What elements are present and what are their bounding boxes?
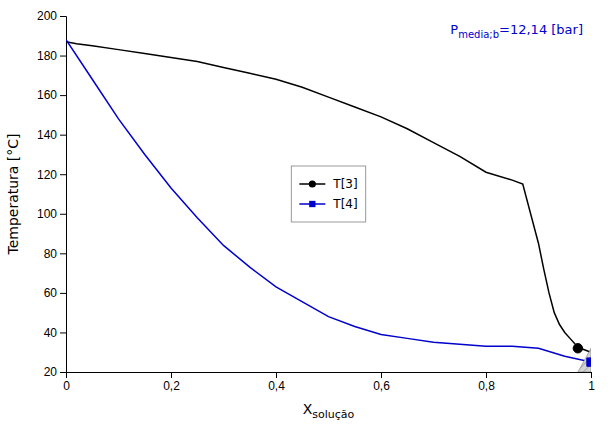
annotation-rest: =12,14 [bar] xyxy=(499,22,583,37)
y-tick: 80 xyxy=(44,247,66,261)
y-axis-line xyxy=(60,17,67,373)
x-axis-title: Xsolução xyxy=(303,401,355,421)
y-tick-label: 100 xyxy=(37,207,57,221)
y-tick-label: 20 xyxy=(44,365,58,379)
legend-label: T[4] xyxy=(332,197,357,211)
y-tick: 160 xyxy=(37,88,66,102)
y-tick-mark xyxy=(60,174,66,175)
x-tick-label: 0,2 xyxy=(163,379,180,393)
legend-marker xyxy=(309,180,316,187)
y-tick: 180 xyxy=(37,49,66,63)
y-tick-mark xyxy=(60,372,66,373)
y-tick: 140 xyxy=(37,128,66,142)
y-tick-label: 120 xyxy=(37,168,57,182)
x-tick: 0,2 xyxy=(163,372,180,393)
series-line xyxy=(66,40,591,362)
annotation-main: P xyxy=(450,22,458,37)
y-tick-mark xyxy=(60,95,66,96)
y-tick: 20 xyxy=(44,365,66,379)
x-axis-title-subscript: solução xyxy=(312,408,354,421)
x-axis-line xyxy=(67,373,592,379)
y-tick-mark xyxy=(60,56,66,57)
x-tick: 0 xyxy=(63,372,70,393)
x-tick-mark xyxy=(486,372,487,378)
y-tick-label: 40 xyxy=(44,326,58,340)
legend: T[3] T[4] xyxy=(291,166,365,222)
legend-label: T[3] xyxy=(332,177,357,191)
x-tick: 0,6 xyxy=(373,372,390,393)
x-tick-label: 1 xyxy=(588,379,595,393)
chart: 00,20,40,60,8120406080100120140160180200… xyxy=(0,0,613,426)
x-tick-label: 0,4 xyxy=(268,379,285,393)
annotation-subscript: media;b xyxy=(458,29,499,40)
x-tick-label: 0,8 xyxy=(478,379,495,393)
y-tick-mark xyxy=(60,135,66,136)
x-axis-title-main: X xyxy=(303,401,313,417)
x-tick-mark xyxy=(591,372,592,378)
y-tick-mark xyxy=(60,293,66,294)
legend-box xyxy=(291,166,365,222)
x-tick: 0,4 xyxy=(268,372,285,393)
x-tick-mark xyxy=(381,372,382,378)
series-point xyxy=(587,358,591,366)
y-axis: 20 40 60 80 100 120 140 160 180 200 xyxy=(37,9,67,379)
legend-item: T[4] xyxy=(299,197,357,211)
y-tick: 40 xyxy=(44,326,66,340)
legend-item: T[3] xyxy=(299,177,357,191)
x-tick-label: 0 xyxy=(63,379,70,393)
y-tick: 200 xyxy=(37,9,66,23)
y-tick-mark xyxy=(60,253,66,254)
series-point xyxy=(573,344,582,353)
x-tick: 0,8 xyxy=(478,372,495,393)
y-axis-title: Temperatura [°C] xyxy=(5,133,21,255)
y-tick-mark xyxy=(60,332,66,333)
y-tick-label: 180 xyxy=(37,49,57,63)
y-tick-mark xyxy=(60,214,66,215)
x-tick: 1 xyxy=(588,372,595,393)
y-tick-label: 140 xyxy=(37,128,57,142)
x-axis: 0 0,2 0,4 0,6 0,8 1 xyxy=(63,372,595,393)
legend-marker xyxy=(309,201,315,207)
series-line xyxy=(66,42,591,353)
y-tick-label: 80 xyxy=(44,247,58,261)
x-tick-mark xyxy=(276,372,277,378)
y-tick-mark xyxy=(60,16,66,17)
x-tick-mark xyxy=(171,372,172,378)
y-tick-label: 160 xyxy=(37,88,57,102)
y-tick-label: 200 xyxy=(37,9,57,23)
y-tick-label: 60 xyxy=(44,286,58,300)
y-tick: 60 xyxy=(44,286,66,300)
plot-marks xyxy=(66,40,591,372)
annotation: Pmedia;b=12,14 [bar] xyxy=(450,22,583,40)
x-tick-label: 0,6 xyxy=(373,379,390,393)
y-tick: 100 xyxy=(37,207,66,221)
y-tick: 120 xyxy=(37,168,66,182)
